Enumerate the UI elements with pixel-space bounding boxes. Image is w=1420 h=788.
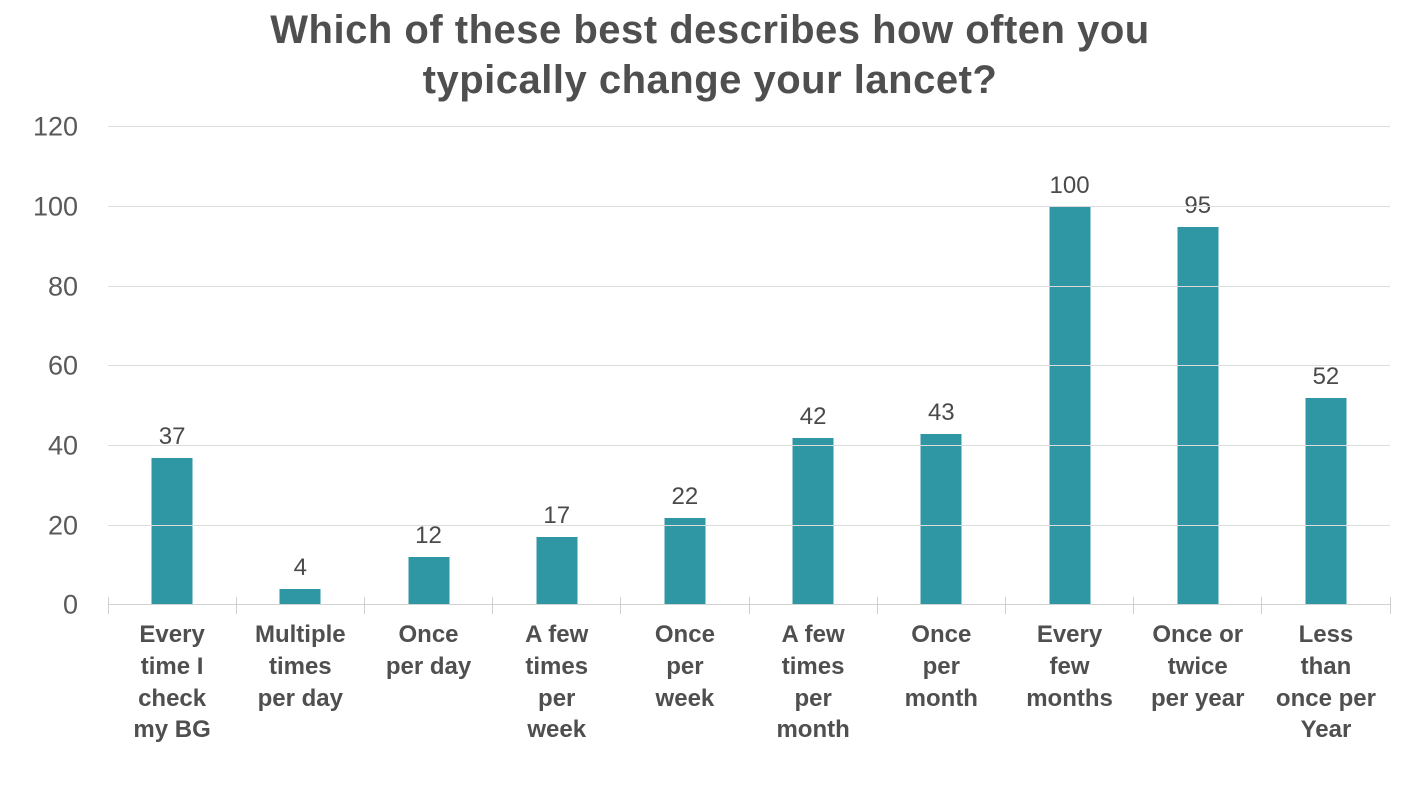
bar-value-label: 22 [671, 482, 699, 510]
gridline [108, 524, 1390, 526]
x-axis-category-label: A few times per month [776, 621, 850, 744]
x-axis-tick [363, 597, 365, 615]
gridline [108, 205, 1390, 207]
bar-slot: 12 [364, 127, 492, 606]
x-axis-category-label: Once per week [654, 621, 715, 712]
bar-value-label: 100 [1049, 171, 1090, 199]
bar-value-label: 37 [158, 422, 186, 450]
x-axis-category-label: Once or twice per year [1151, 621, 1245, 712]
chart-title-line-1: Which of these best describes how often … [270, 8, 1150, 52]
chart-title-line-2: typically change your lancet? [422, 57, 998, 102]
bar-slot: 100 [1005, 127, 1133, 606]
bar-7 [920, 433, 962, 606]
x-axis-category-label: Less than once per Year [1275, 621, 1376, 744]
x-axis-tick [107, 597, 109, 615]
chart-title: Which of these best describes how often … [110, 0, 1310, 105]
gridline [108, 285, 1390, 287]
x-axis-tick [492, 597, 494, 615]
x-axis-category-label: A few times per week [525, 621, 589, 744]
y-axis-tick-label: 20 [47, 510, 78, 541]
bar-slot: 37 [108, 127, 236, 606]
bar-slot: 43 [877, 127, 1005, 606]
bar-5 [664, 517, 706, 606]
bar-9 [1177, 226, 1219, 606]
bar-value-label: 95 [1184, 191, 1212, 219]
bar-slot: 95 [1134, 127, 1262, 606]
bar-slot: 17 [493, 127, 621, 606]
bar-value-label: 52 [1312, 363, 1340, 391]
x-axis-tick [1261, 597, 1263, 615]
x-axis-tick [1133, 597, 1135, 615]
y-axis-tick-label: 120 [32, 111, 78, 142]
plot-area: 37 4 12 17 22 42 43 100 95 52 0 20 40 60 80 100 120 [33, 112, 1391, 620]
bar-3 [408, 557, 449, 606]
x-axis-labels: Every time I check my BG Multiple times p… [108, 619, 1390, 746]
bar-value-label: 42 [799, 402, 827, 430]
bar-8 [1049, 206, 1091, 606]
x-axis-tick [748, 597, 750, 615]
x-axis-tick [1389, 597, 1391, 615]
bar-slot: 52 [1262, 127, 1390, 606]
x-axis-category-label: Every few months [1026, 621, 1113, 712]
bar-6 [792, 437, 834, 606]
gridline [108, 444, 1390, 446]
x-axis-tick [1004, 597, 1006, 615]
bar-value-label: 43 [927, 398, 955, 426]
y-axis-tick-label: 80 [47, 271, 78, 302]
bar-1 [151, 457, 193, 606]
y-axis-tick-label: 0 [62, 589, 78, 620]
x-axis-category-label: Every time I check my BG [133, 621, 211, 744]
x-axis-tick [620, 597, 622, 615]
x-axis-tick [876, 597, 878, 615]
bars-container: 37 4 12 17 22 42 43 100 95 52 [108, 127, 1390, 606]
bar-2 [279, 589, 321, 606]
bar-value-label: 17 [543, 502, 571, 530]
gridline [108, 365, 1390, 367]
bar-slot: 4 [236, 127, 364, 606]
x-axis-category-label: Multiple times per day [254, 621, 346, 712]
gridline [108, 126, 1390, 128]
bar-10 [1305, 398, 1347, 606]
y-axis-tick-label: 100 [32, 191, 78, 222]
x-axis-category-label: Once per month [904, 621, 978, 712]
x-axis-tick [235, 597, 237, 615]
x-axis-category-label: Once per day [385, 621, 472, 680]
y-axis-tick-label: 60 [47, 350, 78, 381]
bar-slot: 42 [749, 127, 877, 606]
bar-value-label: 12 [415, 522, 442, 550]
y-axis-tick-label: 40 [47, 430, 78, 461]
bar-value-label: 4 [293, 554, 307, 582]
bar-slot: 22 [621, 127, 749, 606]
bar-4 [536, 537, 578, 606]
